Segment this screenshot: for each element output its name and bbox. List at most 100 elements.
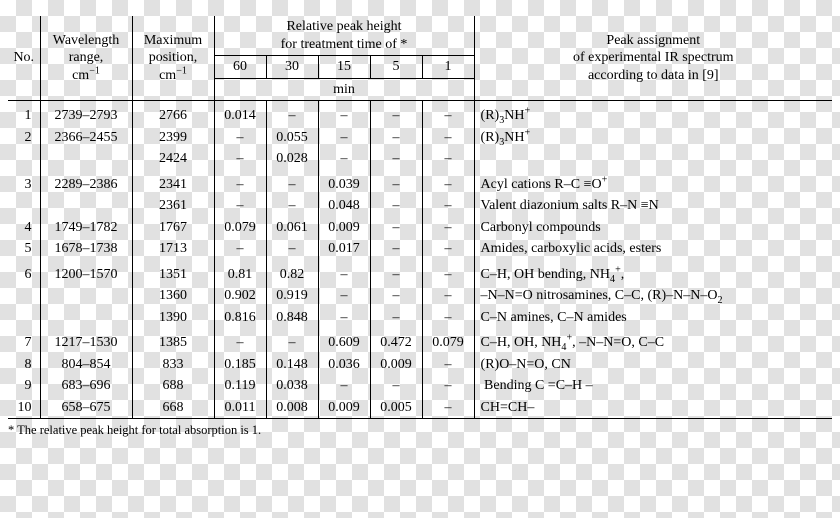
cell: –: [422, 195, 474, 217]
cell: 1360: [132, 285, 214, 307]
cell: –: [422, 101, 474, 127]
cell: –: [370, 217, 422, 239]
cell: –: [422, 260, 474, 286]
table-row: 61200–157013510.810.82–––C–H, OH bending…: [8, 260, 832, 286]
cell: 1390: [132, 307, 214, 329]
cell: 0.902: [214, 285, 266, 307]
cell: –: [370, 101, 422, 127]
cell: –: [370, 170, 422, 196]
cell: (R)3NH+: [474, 127, 832, 149]
col-t60: 60: [214, 56, 266, 79]
cell: 0.81: [214, 260, 266, 286]
cell: –: [370, 375, 422, 397]
col-assignment: Peak assignmentof experimental IR spectr…: [474, 16, 832, 101]
cell: –: [214, 195, 266, 217]
cell: 668: [132, 397, 214, 419]
cell: –: [318, 375, 370, 397]
cell: 0.609: [318, 328, 370, 354]
cell: –: [318, 127, 370, 149]
cell: 0.009: [318, 217, 370, 239]
cell: –: [318, 307, 370, 329]
table-row: 13600.9020.919––––N–N=O nitrosamines, C–…: [8, 285, 832, 307]
cell: [40, 307, 132, 329]
cell: –: [266, 101, 318, 127]
table-row: 9683–6966880.1190.038––– Bending C =C–H …: [8, 375, 832, 397]
cell: (R)3NH+: [474, 101, 832, 127]
cell: –: [370, 285, 422, 307]
cell: 0.148: [266, 354, 318, 376]
footnote: * The relative peak height for total abs…: [8, 419, 832, 438]
cell: 1217–1530: [40, 328, 132, 354]
cell: –: [422, 354, 474, 376]
cell: [8, 195, 40, 217]
table-row: 41749–178217670.0790.0610.009––Carbonyl …: [8, 217, 832, 239]
col-t30: 30: [266, 56, 318, 79]
table-row: 71217–15301385––0.6090.4720.079C–H, OH, …: [8, 328, 832, 354]
col-t1: 1: [422, 56, 474, 79]
cell: –: [266, 195, 318, 217]
cell: [8, 285, 40, 307]
cell: Acyl cations R–C ≡O+: [474, 170, 832, 196]
cell: –: [266, 328, 318, 354]
cell: (R)O–N=O, CN: [474, 354, 832, 376]
cell: Bending C =C–H –: [474, 375, 832, 397]
cell: –: [266, 238, 318, 260]
cell: –: [370, 260, 422, 286]
cell: 0.061: [266, 217, 318, 239]
table-row: 2361––0.048––Valent diazonium salts R–N …: [8, 195, 832, 217]
cell: 804–854: [40, 354, 132, 376]
table-row: 10658–6756680.0110.0080.0090.005–CH=CH–: [8, 397, 832, 419]
cell: 1713: [132, 238, 214, 260]
table-row: 22366–24552399–0.055–––(R)3NH+: [8, 127, 832, 149]
cell: 2766: [132, 101, 214, 127]
cell: 1385: [132, 328, 214, 354]
cell: 0.119: [214, 375, 266, 397]
cell: –: [370, 195, 422, 217]
cell: 0.185: [214, 354, 266, 376]
cell: 0.079: [422, 328, 474, 354]
cell: –: [422, 238, 474, 260]
cell: 5: [8, 238, 40, 260]
cell: –: [422, 375, 474, 397]
cell: [40, 148, 132, 170]
cell: C–H, OH, NH4+, –N–N=O, C–C: [474, 328, 832, 354]
cell: 0.038: [266, 375, 318, 397]
cell: 0.055: [266, 127, 318, 149]
table-row: 51678–17381713––0.017––Amides, carboxyli…: [8, 238, 832, 260]
cell: C–H, OH bending, NH4+,: [474, 260, 832, 286]
cell: 2739–2793: [40, 101, 132, 127]
cell: 0.011: [214, 397, 266, 419]
cell: 6: [8, 260, 40, 286]
ir-peaks-table: No. Wavelengthrange,cm−1 Maximumposition…: [8, 16, 832, 419]
cell: 1351: [132, 260, 214, 286]
cell: 9: [8, 375, 40, 397]
cell: [474, 148, 832, 170]
cell: –: [214, 238, 266, 260]
cell: 1200–1570: [40, 260, 132, 286]
cell: 0.848: [266, 307, 318, 329]
cell: 0.017: [318, 238, 370, 260]
cell: –: [214, 328, 266, 354]
col-group-treatment: Relative peak heightfor treatment time o…: [214, 16, 474, 56]
table-body: 12739–279327660.014––––(R)3NH+22366–2455…: [8, 101, 832, 419]
cell: 688: [132, 375, 214, 397]
cell: Amides, carboxylic acids, esters: [474, 238, 832, 260]
cell: [8, 148, 40, 170]
cell: 0.005: [370, 397, 422, 419]
cell: 8: [8, 354, 40, 376]
table-row: 13900.8160.848–––C–N amines, C–N amides: [8, 307, 832, 329]
cell: 0.009: [370, 354, 422, 376]
col-max-position: Maximumposition,cm−1: [132, 16, 214, 101]
cell: 2: [8, 127, 40, 149]
cell: [40, 195, 132, 217]
cell: –: [214, 127, 266, 149]
cell: 1749–1782: [40, 217, 132, 239]
table-row: 32289–23862341––0.039––Acyl cations R–C …: [8, 170, 832, 196]
table-row: 2424–0.028–––: [8, 148, 832, 170]
cell: –: [318, 260, 370, 286]
col-wavelength: Wavelengthrange,cm−1: [40, 16, 132, 101]
col-unit-min: min: [214, 78, 474, 101]
cell: 4: [8, 217, 40, 239]
cell: Carbonyl compounds: [474, 217, 832, 239]
cell: –: [422, 148, 474, 170]
